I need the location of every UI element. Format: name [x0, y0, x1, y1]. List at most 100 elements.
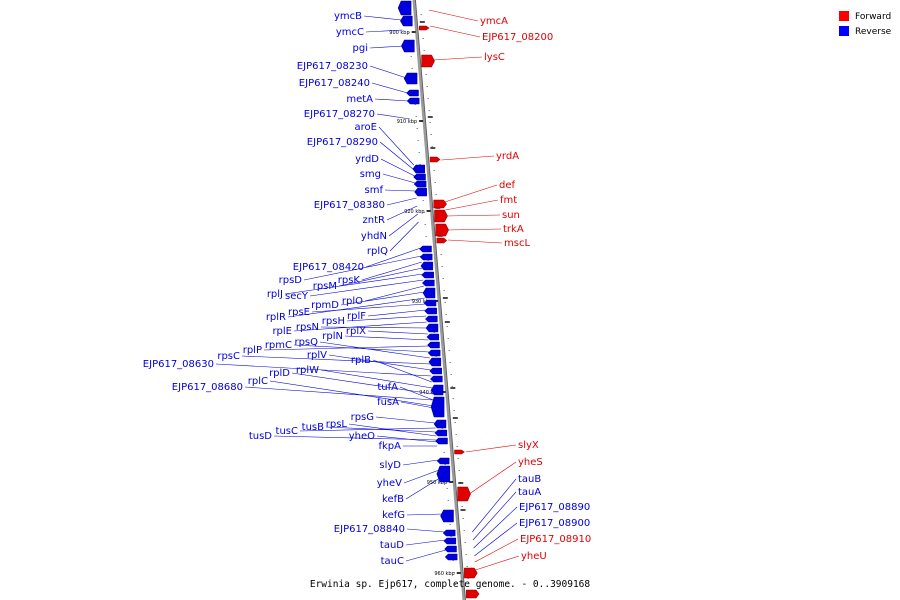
gene-label-rplq[interactable]: rplQ: [367, 246, 388, 257]
gene-label-meta[interactable]: metA: [346, 94, 373, 105]
gene-label-taua[interactable]: tauA: [518, 487, 541, 498]
gene-label-yrda[interactable]: yrdA: [496, 151, 519, 162]
gene-label-yheo[interactable]: yheO: [349, 431, 375, 442]
gene-label-ejp617-08680[interactable]: EJP617_08680: [172, 382, 243, 393]
reverse-gene-connector: [291, 372, 433, 395]
gene-label-rpsq[interactable]: rpsQ: [294, 337, 318, 348]
forward-gene-feature: [457, 486, 471, 502]
gene-label-ymca[interactable]: ymcA: [480, 16, 508, 27]
gene-label-rplx[interactable]: rplX: [346, 326, 366, 337]
gene-label-ymcb[interactable]: ymcB: [334, 11, 362, 22]
gene-label-tusc[interactable]: tusC: [276, 426, 298, 437]
reverse-gene-connector: [386, 205, 418, 221]
gene-label-rpsm[interactable]: rpsM: [313, 281, 337, 292]
gene-label-rpld[interactable]: rplD: [269, 368, 290, 379]
gene-label-ejp617-08420[interactable]: EJP617_08420: [293, 262, 364, 273]
gene-label-kefg[interactable]: kefG: [382, 510, 405, 521]
gene-label-ejp617-08230[interactable]: EJP617_08230: [297, 61, 368, 72]
gene-label-rpsl[interactable]: rpsL: [326, 419, 348, 430]
gene-label-rpmc[interactable]: rpmC: [265, 340, 292, 351]
gene-label-fmt[interactable]: fmt: [500, 195, 517, 206]
gene-label-sun[interactable]: sun: [502, 210, 520, 221]
gene-label-tusd[interactable]: tusD: [249, 431, 272, 442]
gene-label-yheu[interactable]: yheU: [521, 551, 547, 562]
gene-label-ejp617-08380[interactable]: EJP617_08380: [314, 200, 385, 211]
gene-label-rplp[interactable]: rplP: [243, 345, 262, 356]
minor-dot: [440, 254, 442, 255]
forward-gene-connector: [468, 461, 517, 495]
gene-label-yhev[interactable]: yheV: [377, 478, 402, 489]
forward-gene-connector: [472, 478, 517, 533]
gene-label-tusb[interactable]: tusB: [302, 422, 324, 433]
gene-label-rpsg[interactable]: rpsG: [351, 412, 374, 423]
gene-label-smf[interactable]: smf: [365, 185, 384, 196]
legend-label-reverse: Reverse: [855, 27, 892, 37]
gene-label-def[interactable]: def: [499, 180, 516, 191]
gene-label-taub[interactable]: tauB: [518, 474, 541, 485]
reverse-gene-feature: [442, 529, 456, 537]
gene-label-yhes[interactable]: yheS: [518, 457, 543, 468]
minor-dot: [416, 128, 418, 129]
gene-label-slyx[interactable]: slyX: [518, 440, 539, 451]
gene-label-aroe[interactable]: aroE: [355, 122, 377, 133]
gene-label-mscl[interactable]: mscL: [504, 238, 530, 249]
gene-label-ejp617-08900[interactable]: EJP617_08900: [519, 518, 590, 529]
gene-label-ejp617-08200[interactable]: EJP617_08200: [482, 32, 553, 43]
gene-label-rpsk[interactable]: rpsK: [338, 275, 361, 286]
minor-dot: [463, 530, 465, 531]
gene-label-lysc[interactable]: lysC: [484, 52, 505, 63]
gene-label-secy[interactable]: secY: [285, 291, 309, 302]
gene-label-rplw[interactable]: rplW: [296, 365, 319, 376]
gene-label-rpln[interactable]: rplN: [322, 331, 343, 342]
gene-label-rplv[interactable]: rplV: [307, 350, 327, 361]
gene-label-rpsh[interactable]: rpsH: [322, 316, 345, 327]
gene-label-kefb[interactable]: kefB: [382, 494, 404, 505]
reverse-gene-feature: [424, 315, 438, 323]
gene-label-ejp617-08630[interactable]: EJP617_08630: [143, 359, 214, 370]
gene-label-ymcc[interactable]: ymcC: [336, 27, 364, 38]
gene-label-ejp617-08890[interactable]: EJP617_08890: [519, 502, 590, 513]
gene-label-rple[interactable]: rplE: [272, 326, 292, 337]
gene-label-rpsc[interactable]: rpsC: [217, 351, 240, 362]
gene-label-rplf[interactable]: rplF: [347, 311, 366, 322]
minor-dot: [444, 302, 446, 303]
gene-label-rplr[interactable]: rplR: [266, 312, 286, 323]
gene-label-ejp617-08270[interactable]: EJP617_08270: [304, 109, 375, 120]
gene-label-rpsn[interactable]: rpsN: [296, 322, 319, 333]
gene-label-rplc[interactable]: rplC: [248, 376, 268, 387]
gene-label-ejp617-08290[interactable]: EJP617_08290: [307, 137, 378, 148]
gene-label-rplo[interactable]: rplO: [342, 296, 363, 307]
reverse-gene-connector: [293, 344, 430, 353]
gene-label-slyd[interactable]: slyD: [379, 460, 401, 471]
connector-layer: [215, 9, 520, 571]
gene-label-rpmd[interactable]: rpmD: [311, 300, 339, 311]
gene-label-rpse[interactable]: rpsE: [288, 307, 310, 318]
gene-label-rplj[interactable]: rplJ: [267, 289, 283, 300]
gene-label-tauc[interactable]: tauC: [381, 556, 404, 567]
gene-label-taud[interactable]: tauD: [380, 540, 404, 551]
gene-label-ejp617-08240[interactable]: EJP617_08240: [299, 78, 370, 89]
minor-dot: [441, 428, 443, 429]
gene-label-yhdn[interactable]: yhdN: [361, 231, 387, 242]
reverse-gene-connector: [299, 427, 436, 432]
gene-label-trka[interactable]: trkA: [503, 224, 524, 235]
gene-label-yrdd[interactable]: yrdD: [355, 154, 379, 165]
tick-label: 950 kbp: [427, 480, 447, 486]
minor-dot: [427, 98, 429, 99]
gene-label-rplb[interactable]: rplB: [351, 355, 371, 366]
gene-label-ejp617-08840[interactable]: EJP617_08840: [334, 524, 405, 535]
gene-label-tufa[interactable]: tufA: [377, 382, 398, 393]
gene-label-fkpa[interactable]: fkpA: [379, 441, 402, 452]
tick-label: 900 kbp: [389, 30, 409, 36]
gene-label-pgi[interactable]: pgi: [353, 43, 368, 54]
reverse-gene-feature: [444, 553, 458, 561]
gene-label-ejp617-08910[interactable]: EJP617_08910: [520, 534, 591, 545]
gene-label-zntr[interactable]: zntR: [363, 215, 386, 226]
gene-label-smg[interactable]: smg: [360, 169, 381, 180]
reverse-gene-feature: [413, 180, 427, 188]
gene-label-rpsd[interactable]: rpsD: [279, 275, 303, 286]
minor-dot: [410, 56, 412, 57]
reverse-gene-connector: [379, 141, 415, 171]
gene-label-fusa[interactable]: fusA: [377, 397, 399, 408]
reverse-gene-connector: [215, 363, 432, 377]
